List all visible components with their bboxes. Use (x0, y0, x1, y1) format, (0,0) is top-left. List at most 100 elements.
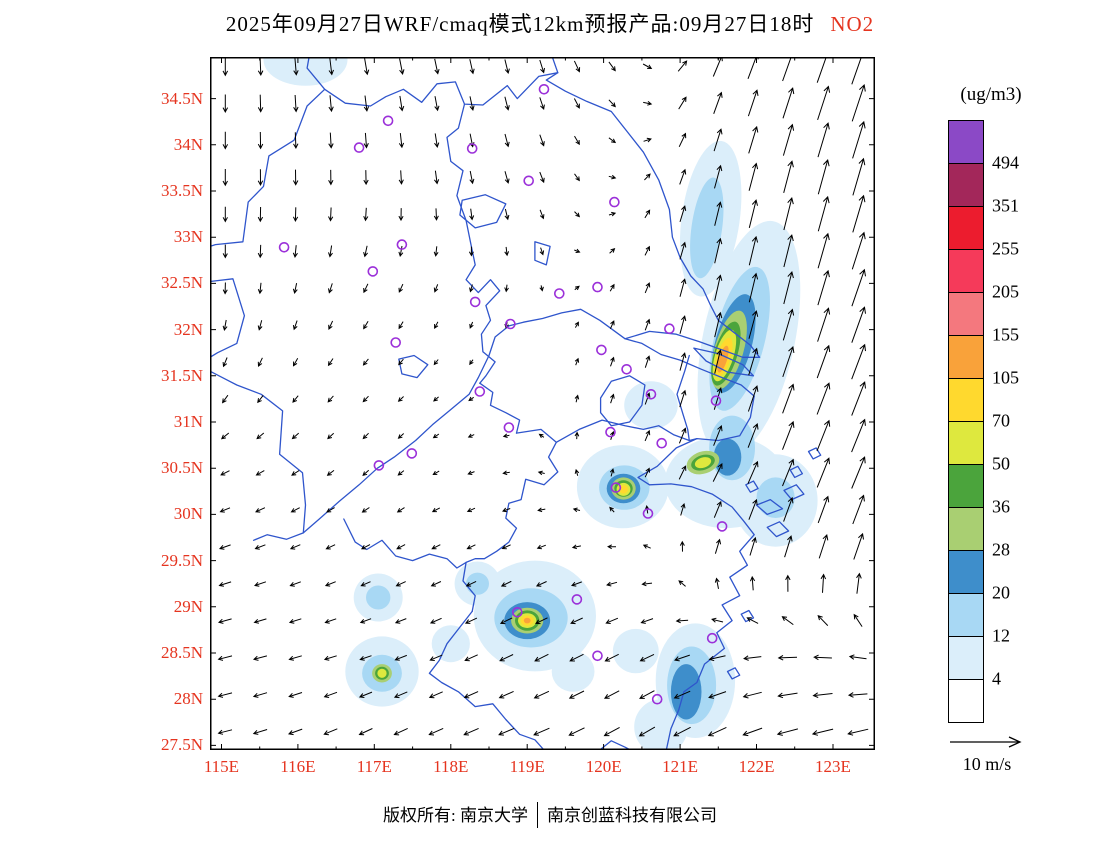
wind-arrow (539, 59, 545, 74)
wind-arrow (539, 285, 544, 292)
wind-arrow (749, 536, 757, 556)
lat-tick-label: 27.5N (160, 735, 203, 755)
wind-arrow (574, 321, 579, 328)
wind-arrow (504, 133, 510, 148)
wind-arrow (539, 209, 545, 220)
wind-arrow (571, 581, 582, 587)
wind-arrow (217, 692, 233, 698)
lon-tick-label: 119E (509, 757, 545, 776)
wind-arrow (748, 310, 759, 339)
wind-arrow (574, 135, 580, 146)
province-boundary (755, 498, 784, 516)
province-boundary (726, 667, 741, 680)
station-marker (503, 422, 515, 433)
wind-arrow (363, 245, 368, 258)
colorbar-block (949, 507, 983, 550)
station-marker (656, 437, 668, 449)
province-boundary (693, 347, 755, 377)
colorbar-block (949, 335, 983, 378)
wind-arrow (323, 691, 338, 698)
wind-arrow (431, 544, 441, 550)
wind-arrow (572, 507, 581, 513)
wind-arrow (820, 573, 827, 593)
wind-arrow (502, 507, 511, 513)
wind-arrow (608, 61, 616, 72)
station-marker (505, 318, 516, 330)
wind-arrow (255, 470, 265, 476)
wind-arrow (708, 691, 727, 699)
wind-arrow (817, 122, 830, 158)
wind-arrow (539, 97, 545, 111)
wind-arrow (782, 123, 795, 156)
wind-arrow (252, 729, 268, 735)
copyright-footer: 版权所有: 南京大学 南京创蓝科技有限公司 (0, 801, 1100, 828)
wind-arrow (639, 653, 655, 662)
wind-arrow (644, 318, 651, 331)
wind-arrow (464, 654, 478, 662)
wind-arrow (783, 160, 794, 194)
station-marker (710, 395, 722, 407)
wind-arrow (678, 580, 686, 587)
wind-arrow (222, 319, 228, 332)
wind-arrow (363, 283, 369, 294)
province-boundary (676, 354, 690, 442)
wind-arrow (359, 655, 372, 661)
station-marker (645, 388, 657, 400)
wind-arrow (748, 199, 758, 229)
wind-arrow (539, 171, 545, 184)
wind-arrow (288, 618, 302, 624)
wind-arrow (326, 507, 335, 513)
wind-arrow (610, 356, 615, 367)
pollutant-label: NO2 (830, 12, 875, 36)
wind-arrow (363, 132, 369, 149)
wind-arrow (638, 726, 656, 737)
wind-arrow (433, 208, 439, 221)
no2-fill-region (431, 625, 470, 663)
wind-arrow (574, 211, 581, 218)
wind-arrow (643, 101, 653, 106)
no2-fill-region (366, 585, 391, 610)
wind-arrow (217, 618, 232, 624)
wind-arrow (469, 321, 474, 329)
wind-arrow (257, 395, 264, 404)
station-marker (396, 239, 408, 250)
wind-arrow (639, 690, 655, 699)
wind-arrow (817, 269, 830, 306)
wind-arrow (570, 617, 583, 625)
wind-arrow (714, 349, 723, 374)
wind-arrow (394, 618, 407, 624)
wind-arrow (534, 653, 549, 662)
wind-arrow (782, 87, 795, 119)
wind-arrow (292, 245, 298, 258)
wind-arrow (291, 432, 300, 440)
wind-arrow (713, 91, 723, 114)
wind-arrow (608, 211, 617, 217)
wind-arrow (504, 171, 510, 184)
wind-arrow (394, 654, 407, 661)
wind-arrow (603, 726, 620, 737)
wind-arrow (714, 201, 723, 226)
wind-arrow (222, 357, 228, 368)
colorbar-tick-label: 20 (992, 582, 1010, 603)
station-marker (390, 337, 401, 348)
wind-arrow (643, 137, 652, 143)
wind-arrow (222, 282, 228, 295)
wind-arrow (324, 581, 336, 587)
wind-arrow (328, 283, 333, 294)
wind-arrow (539, 247, 545, 256)
wind-arrow (359, 618, 372, 624)
wind-arrow (358, 728, 373, 736)
station-marker (609, 196, 620, 208)
wind-arrow (816, 457, 830, 488)
station-marker (642, 508, 654, 519)
lat-tick-label: 29N (173, 596, 203, 616)
lat-tick-label: 33.5N (160, 180, 203, 200)
wind-arrow (397, 470, 405, 476)
wind-arrow (398, 245, 404, 258)
wind-arrow (641, 581, 653, 587)
colorbar-units: (ug/m3) (960, 84, 1022, 105)
wind-arrow (533, 727, 550, 736)
no2-fill-region (263, 57, 348, 86)
wind-arrow (783, 270, 794, 305)
wind-arrow (222, 57, 229, 77)
